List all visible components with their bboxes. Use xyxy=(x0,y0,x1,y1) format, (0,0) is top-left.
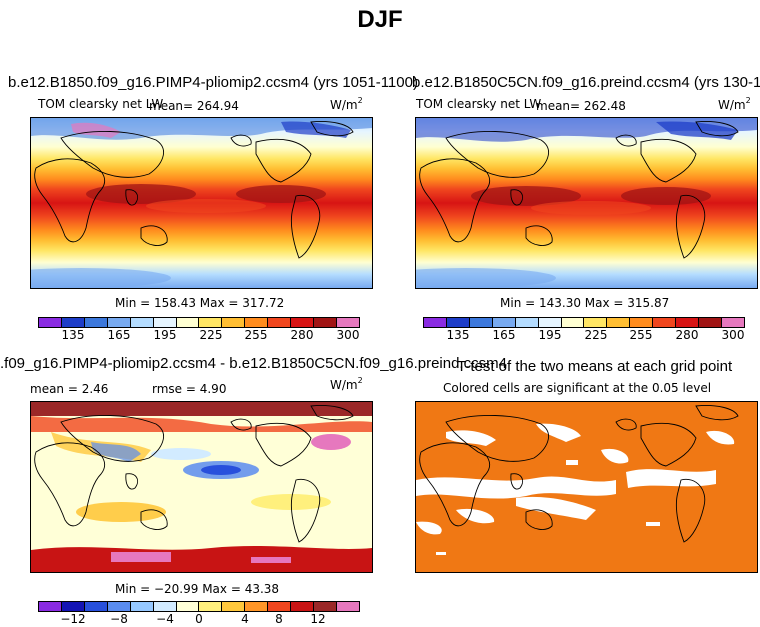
colorbar-swatch xyxy=(153,602,177,611)
panel-title-pliomip: b.e12.B1850.f09_g16.PIMP4-pliomip2.ccsm4… xyxy=(8,74,418,91)
colorbar-swatch xyxy=(291,602,315,611)
colorbar-swatch xyxy=(314,602,337,611)
units-label: W/m2 xyxy=(330,96,363,112)
colorbar-swatch xyxy=(538,318,562,327)
colorbar-swatch xyxy=(584,318,608,327)
colorbar-swatch xyxy=(222,318,246,327)
colorbar-tick: 12 xyxy=(310,612,326,626)
colorbar-swatch xyxy=(61,602,85,611)
colorbar-tick: 165 xyxy=(492,328,516,342)
colorbar-tick: 255 xyxy=(244,328,268,342)
rmse-value: rmse = 4.90 xyxy=(152,382,227,396)
colorbar-swatch xyxy=(130,318,154,327)
colorbar-tick: 280 xyxy=(675,328,699,342)
colorbar-swatch xyxy=(492,318,516,327)
colorbar-preind xyxy=(423,317,745,328)
mean-value: mean = 2.46 xyxy=(30,382,109,396)
colorbar-tick: −8 xyxy=(110,612,128,626)
page-title: DJF xyxy=(357,6,403,33)
colorbar-swatch xyxy=(84,602,108,611)
map-difference-svg xyxy=(31,402,372,572)
variable-label: TOM clearsky net LW xyxy=(38,97,164,111)
colorbar-pliomip xyxy=(38,317,360,328)
colorbar-tick: 135 xyxy=(61,328,85,342)
colorbar-swatch xyxy=(199,318,223,327)
colorbar-swatch xyxy=(515,318,539,327)
colorbar-swatch xyxy=(676,318,700,327)
colorbar-swatch xyxy=(222,602,246,611)
colorbar-swatch xyxy=(130,602,154,611)
map-pliomip-svg xyxy=(31,118,372,288)
colorbar-swatch xyxy=(268,318,292,327)
colorbar-swatch xyxy=(268,602,292,611)
colorbar-swatch xyxy=(446,318,470,327)
map-preind-svg xyxy=(416,118,757,288)
colorbar-tick: 165 xyxy=(107,328,131,342)
mean-value: mean= 262.48 xyxy=(536,99,626,113)
colorbar-tick: 195 xyxy=(538,328,562,342)
colorbar-swatch xyxy=(424,318,447,327)
variable-label: TOM clearsky net LW xyxy=(416,97,542,111)
colorbar-tick: 8 xyxy=(275,612,283,626)
ttest-subtitle: Colored cells are significant at the 0.0… xyxy=(443,381,712,395)
colorbar-swatch xyxy=(336,318,359,327)
colorbar-tick: 280 xyxy=(290,328,314,342)
colorbar-swatch xyxy=(314,318,337,327)
colorbar-swatch xyxy=(61,318,85,327)
minmax-preind: Min = 143.30 Max = 315.87 xyxy=(500,296,670,310)
colorbar-tick: 300 xyxy=(721,328,745,342)
colorbar-tick: 135 xyxy=(446,328,470,342)
colorbar-swatch xyxy=(153,318,177,327)
minmax-difference: Min = −20.99 Max = 43.38 xyxy=(115,582,280,596)
panel-title-preind: b.e12.B1850C5CN.f09_g16.preind.ccsm4 (yr… xyxy=(412,74,760,91)
colorbar-swatch xyxy=(39,602,62,611)
colorbar-tick: −12 xyxy=(60,612,86,626)
colorbar-swatch xyxy=(607,318,631,327)
colorbar-tick: 225 xyxy=(584,328,608,342)
colorbar-swatch xyxy=(721,318,744,327)
map-ttest xyxy=(415,401,758,573)
colorbar-swatch xyxy=(39,318,62,327)
colorbar-swatch xyxy=(176,602,200,611)
panel-title-ttest: T-test of the two means at each grid poi… xyxy=(457,358,733,375)
panel-title-difference: .f09_g16.PIMP4-pliomip2.ccsm4 - b.e12.B1… xyxy=(0,355,507,372)
colorbar-swatch xyxy=(469,318,493,327)
colorbar-swatch xyxy=(336,602,359,611)
minmax-pliomip: Min = 158.43 Max = 317.72 xyxy=(115,296,285,310)
colorbar-tick: 255 xyxy=(629,328,653,342)
colorbar-difference xyxy=(38,601,360,612)
colorbar-tick: 4 xyxy=(241,612,249,626)
colorbar-swatch xyxy=(630,318,654,327)
map-difference xyxy=(30,401,373,573)
colorbar-swatch xyxy=(653,318,677,327)
colorbar-swatch xyxy=(107,318,131,327)
units-label: W/m2 xyxy=(718,96,751,112)
colorbar-swatch xyxy=(291,318,315,327)
colorbar-swatch xyxy=(699,318,722,327)
colorbar-swatch xyxy=(84,318,108,327)
map-pliomip xyxy=(30,117,373,289)
units-label: W/m2 xyxy=(330,376,363,392)
map-ttest-svg xyxy=(416,402,757,572)
colorbar-swatch xyxy=(245,318,269,327)
map-preind xyxy=(415,117,758,289)
colorbar-tick: 300 xyxy=(336,328,360,342)
colorbar-swatch xyxy=(107,602,131,611)
colorbar-swatch xyxy=(176,318,200,327)
mean-value: mean= 264.94 xyxy=(149,99,239,113)
colorbar-swatch xyxy=(199,602,223,611)
colorbar-tick: 225 xyxy=(199,328,223,342)
colorbar-tick: −4 xyxy=(156,612,174,626)
colorbar-tick: 0 xyxy=(195,612,203,626)
colorbar-swatch xyxy=(245,602,269,611)
colorbar-swatch xyxy=(561,318,585,327)
colorbar-tick: 195 xyxy=(153,328,177,342)
